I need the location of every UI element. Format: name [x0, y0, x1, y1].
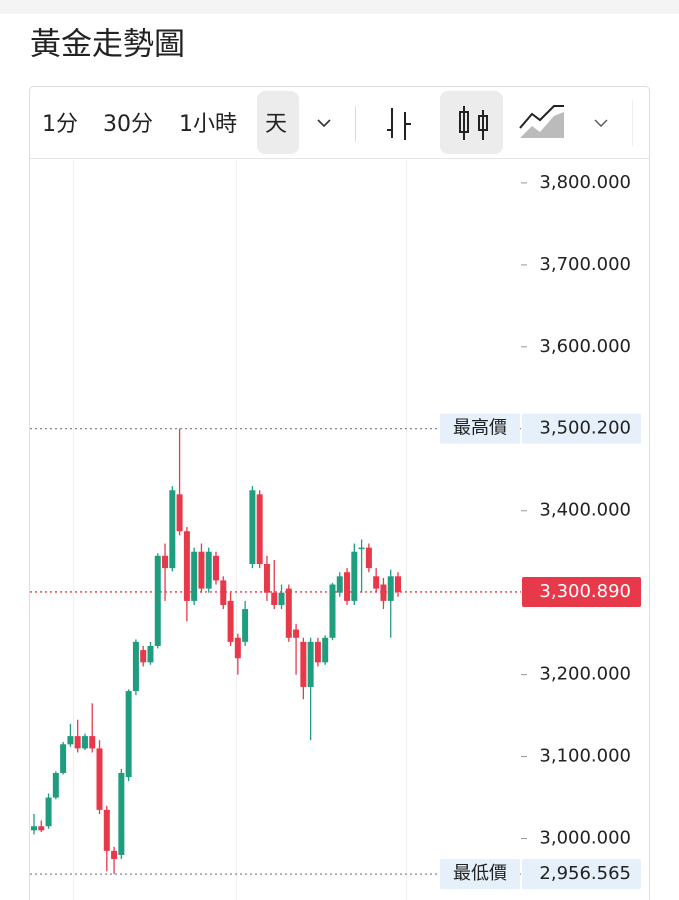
- y-tick-label: 3,000.000: [539, 828, 631, 849]
- interval-button[interactable]: 30分: [103, 112, 153, 137]
- candle-body: [162, 555, 169, 569]
- bar-chart-icon[interactable]: [387, 108, 411, 140]
- candle-body: [307, 641, 314, 687]
- candle-body: [89, 736, 96, 749]
- candle-body: [45, 797, 52, 827]
- candle-body: [132, 641, 139, 692]
- y-tick-label: 3,800.000: [539, 172, 631, 193]
- y-tick-label: 3,700.000: [539, 254, 631, 275]
- candle-body: [249, 490, 256, 565]
- interval-button[interactable]: 1小時: [179, 112, 237, 137]
- candle-body: [234, 637, 241, 659]
- candle-body: [103, 809, 110, 851]
- dropdown-icon[interactable]: [594, 119, 608, 127]
- price-value-bg: [522, 576, 641, 607]
- chart-title: 黃金走勢圖: [30, 27, 185, 63]
- price-value: 3,300.890: [539, 581, 631, 602]
- candle-body: [213, 555, 219, 581]
- y-tick-label: 3,200.000: [539, 664, 631, 685]
- top-bar: [0, 0, 679, 14]
- candle-body: [336, 576, 343, 593]
- candle-body: [271, 592, 278, 605]
- candle-body: [154, 555, 161, 646]
- candle-body: [344, 572, 351, 601]
- candle-body: [322, 637, 329, 663]
- candle-body: [169, 490, 176, 569]
- candle-body: [74, 736, 81, 749]
- candle-body: [31, 826, 37, 831]
- candle-body: [147, 645, 154, 663]
- interval-active-bg[interactable]: [257, 91, 299, 154]
- candle-body: [351, 551, 358, 601]
- candle-body: [329, 584, 336, 638]
- candle-body: [67, 736, 74, 745]
- candle-body: [395, 576, 401, 592]
- price-label-bg: [440, 859, 520, 890]
- candle-body: [220, 580, 227, 605]
- candle-body: [263, 564, 270, 593]
- candle-body: [365, 547, 372, 569]
- candle-body: [118, 772, 125, 855]
- candle-body: [125, 691, 132, 778]
- candle-icon-bg[interactable]: [440, 91, 503, 154]
- y-tick-label: 3,400.000: [539, 500, 631, 521]
- candle-body: [38, 826, 45, 831]
- candle-body: [387, 576, 394, 601]
- candle-body: [256, 494, 263, 565]
- price-label: 最低價: [453, 863, 507, 884]
- candle-body: [111, 850, 118, 860]
- toolbar: 1分 30分 1小時 天: [42, 91, 299, 154]
- interval-button[interactable]: 1分: [42, 112, 78, 137]
- panel: [29, 86, 650, 900]
- candle-body: [191, 551, 198, 601]
- interval-button[interactable]: 天: [265, 112, 287, 137]
- price-value: 3,500.200: [539, 418, 631, 439]
- price-value-bg: [522, 859, 641, 890]
- price-label-bg: [440, 413, 520, 444]
- candle-body: [300, 641, 307, 687]
- candle-body: [227, 600, 234, 642]
- candle-body: [358, 547, 365, 550]
- candle-body: [380, 584, 387, 601]
- candle-body: [242, 609, 249, 642]
- price-value: 2,956.565: [539, 863, 631, 884]
- candle-body: [285, 588, 292, 638]
- candle-body: [198, 551, 205, 589]
- candle-body: [176, 494, 183, 532]
- candle-icon[interactable]: [459, 106, 488, 140]
- plot: 3,000.000 3,100.000 3,200.000 3,400.000 3,60…: [30, 172, 641, 890]
- candle-body: [278, 592, 285, 605]
- area-icon[interactable]: [519, 105, 564, 138]
- candle-body: [205, 551, 212, 589]
- candle-body: [52, 772, 59, 798]
- candle-body: [140, 650, 147, 663]
- candle-body: [60, 744, 67, 773]
- candle-body: [183, 531, 190, 601]
- price-value-bg: [522, 413, 641, 444]
- candle-body: [81, 736, 88, 749]
- candle-body: [96, 748, 103, 810]
- y-tick-label: 3,600.000: [539, 336, 631, 357]
- candle-body: [293, 629, 300, 638]
- price-label: 最高價: [453, 418, 507, 439]
- dropdown-icon[interactable]: [317, 119, 331, 128]
- candle-body: [373, 576, 380, 589]
- y-tick-label: 3,100.000: [539, 746, 631, 767]
- candle-body: [314, 641, 321, 663]
